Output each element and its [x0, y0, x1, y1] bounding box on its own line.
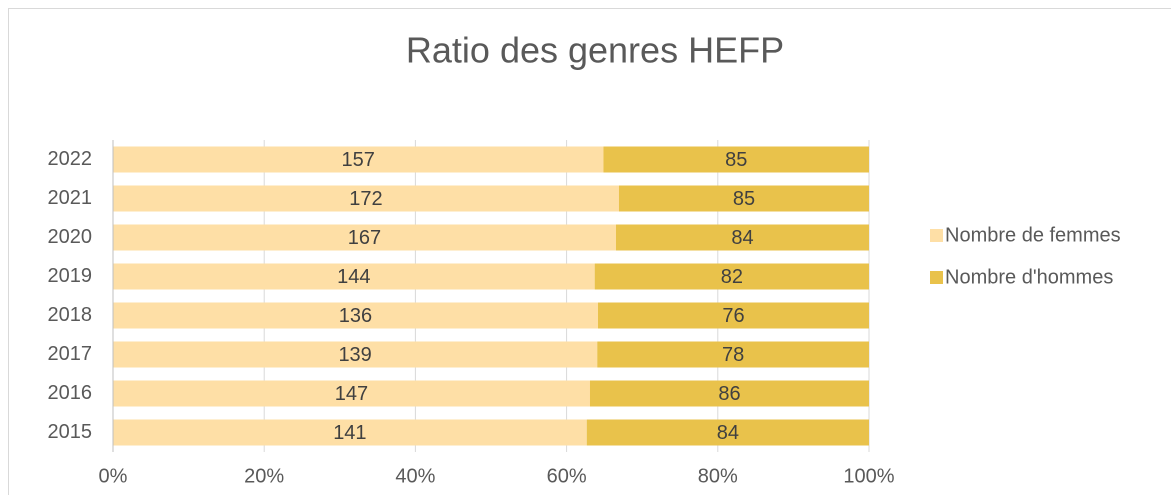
data-label: 86 [718, 383, 740, 405]
data-label: 84 [731, 227, 753, 249]
data-label: 85 [725, 149, 747, 171]
bar-segment [618, 185, 869, 212]
x-tick-label: 100% [843, 465, 894, 487]
y-tick-label: 2020 [48, 226, 93, 248]
data-label: 78 [722, 344, 744, 366]
data-label: 157 [342, 149, 375, 171]
legend-label: Nombre de femmes [945, 224, 1121, 246]
bar-segment [113, 185, 619, 212]
y-tick-label: 2016 [48, 382, 93, 404]
chart-frame [8, 8, 1171, 495]
data-label: 141 [333, 422, 366, 444]
bar-segment [597, 302, 869, 329]
bar-segment [113, 146, 604, 173]
data-label: 76 [722, 305, 744, 327]
y-tick-label: 2019 [48, 265, 93, 287]
legend-swatch [930, 229, 943, 242]
data-label: 167 [348, 227, 381, 249]
x-tick-label: 80% [698, 465, 738, 487]
y-tick-label: 2018 [48, 304, 93, 326]
bar-segment [603, 146, 869, 173]
data-label: 147 [335, 383, 368, 405]
bar-segment [594, 263, 869, 290]
bar-segment [113, 302, 598, 329]
bar-segment [113, 380, 590, 407]
y-tick-label: 2021 [48, 187, 93, 209]
data-label: 172 [349, 188, 382, 210]
data-label: 82 [721, 266, 743, 288]
bar-segment [586, 419, 869, 446]
legend-swatch [930, 271, 943, 284]
chart-title: Ratio des genres HEFP [406, 30, 784, 71]
x-tick-label: 40% [395, 465, 435, 487]
bar-segment [597, 341, 869, 368]
bar-segment [589, 380, 869, 407]
legend-label: Nombre d'hommes [945, 266, 1113, 288]
y-tick-label: 2017 [48, 343, 93, 365]
bar-segment [113, 341, 598, 368]
x-tick-label: 20% [244, 465, 284, 487]
bar-segment [113, 224, 616, 251]
x-tick-label: 0% [99, 465, 128, 487]
data-label: 144 [337, 266, 370, 288]
y-tick-label: 2015 [48, 421, 93, 443]
y-tick-label: 2022 [48, 148, 93, 170]
data-label: 139 [338, 344, 371, 366]
x-tick-label: 60% [547, 465, 587, 487]
bar-segment [615, 224, 869, 251]
data-label: 136 [339, 305, 372, 327]
bar-segment [113, 419, 587, 446]
data-label: 84 [717, 422, 739, 444]
bar-segment [113, 263, 595, 290]
data-label: 85 [733, 188, 755, 210]
